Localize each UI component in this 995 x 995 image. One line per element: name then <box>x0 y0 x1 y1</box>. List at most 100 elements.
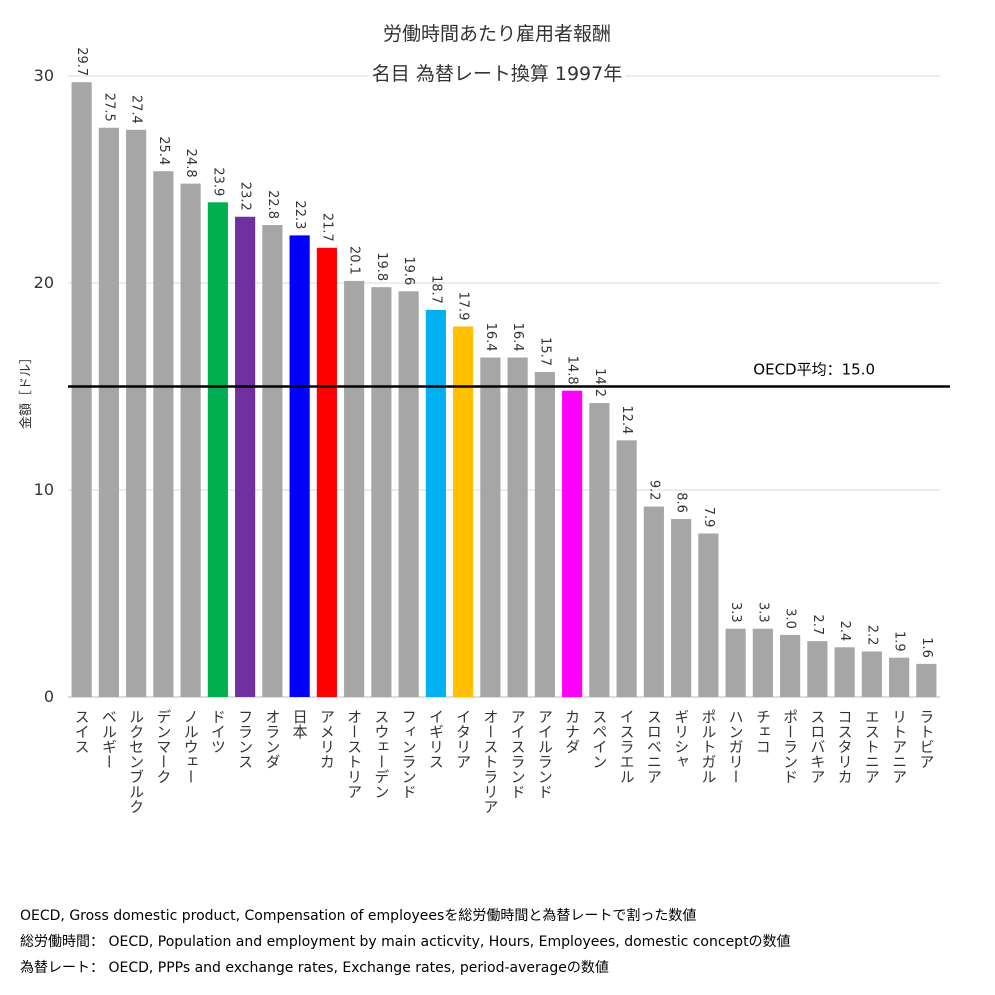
x-tick-label: ギリシャ <box>672 709 690 769</box>
bar <box>316 247 337 697</box>
bar <box>616 440 637 697</box>
x-tick-label: イスラエル <box>618 709 636 784</box>
x-tick-label: ポーランド <box>781 709 799 784</box>
bar <box>698 533 719 697</box>
y-tick-label: 30 <box>34 66 54 85</box>
value-label: 1.9 <box>892 631 907 652</box>
bar <box>126 129 147 697</box>
value-label: 14.8 <box>565 356 580 385</box>
x-tick-label: リトアニア <box>890 709 908 784</box>
value-label: 25.4 <box>156 136 171 165</box>
value-label: 27.4 <box>129 95 144 124</box>
x-tick-label: アイスランド <box>509 709 527 799</box>
value-label: 14.2 <box>592 368 607 397</box>
x-tick-label: ルクセンブルク <box>127 709 145 814</box>
bar <box>153 171 174 698</box>
value-label: 3.0 <box>783 608 798 629</box>
chart-subtitle: 名目 為替レート換算 1997年 <box>372 63 622 85</box>
reference-label: OECD平均：15.0 <box>753 361 875 379</box>
note: 総労働時間： OECD, Population and employment b… <box>20 934 791 950</box>
bar <box>398 291 419 697</box>
value-label: 7.9 <box>701 507 716 528</box>
x-tick-label: スペイン <box>590 709 608 769</box>
bar <box>262 225 283 698</box>
x-tick-label: オランダ <box>263 709 281 769</box>
x-tick-label: 日本 <box>291 709 309 739</box>
y-tick-label: 10 <box>34 480 54 499</box>
value-label: 3.3 <box>755 602 770 623</box>
value-label: 19.6 <box>401 256 416 285</box>
bar <box>861 651 882 697</box>
bar <box>344 280 365 697</box>
value-label: 9.2 <box>646 480 661 501</box>
value-label: 16.4 <box>510 323 525 352</box>
y-tick-label: 20 <box>34 273 54 292</box>
bar <box>207 202 228 697</box>
value-label: 23.9 <box>210 167 225 196</box>
value-label: 2.2 <box>864 625 879 646</box>
x-tick-label: ベルギー <box>100 709 118 769</box>
bar <box>780 634 801 697</box>
y-axis-label: 金額［ドル］ <box>18 351 34 429</box>
bar <box>725 628 746 697</box>
bar <box>98 127 119 697</box>
x-tick-label: オーストリア <box>345 709 363 799</box>
x-tick-label: オーストラリア <box>481 709 499 814</box>
value-label: 21.7 <box>319 213 334 242</box>
bar <box>589 403 610 697</box>
value-label: 17.9 <box>456 292 471 321</box>
value-label: 18.7 <box>428 275 443 304</box>
bar <box>453 326 474 697</box>
bar <box>752 628 773 697</box>
value-label: 2.4 <box>837 621 852 642</box>
x-tick-label: スイス <box>73 709 91 754</box>
x-tick-label: イタリア <box>454 709 472 769</box>
x-tick-label: ノルウェー <box>182 709 200 784</box>
bar <box>562 390 583 697</box>
bar <box>235 216 256 697</box>
x-tick-label: エストニア <box>863 709 881 784</box>
value-label: 12.4 <box>619 405 634 434</box>
value-label: 8.6 <box>674 492 689 513</box>
bar <box>807 641 828 697</box>
chart-title: 労働時間あたり雇用者報酬 <box>383 23 611 45</box>
note: OECD, Gross domestic product, Compensati… <box>20 907 696 924</box>
value-label: 16.4 <box>483 323 498 352</box>
bar <box>643 506 664 697</box>
value-label: 15.7 <box>537 337 552 366</box>
x-tick-label: フィンランド <box>400 709 418 799</box>
bar <box>507 357 528 697</box>
value-label: 24.8 <box>183 149 198 178</box>
y-tick-label: 0 <box>44 687 54 706</box>
bar <box>916 663 937 697</box>
value-label: 1.6 <box>919 637 934 658</box>
x-tick-label: ドイツ <box>209 709 227 754</box>
x-tick-label: カナダ <box>563 709 581 754</box>
bar <box>425 309 446 697</box>
value-label: 27.5 <box>101 93 116 122</box>
bar <box>180 183 201 697</box>
bar <box>671 518 692 697</box>
value-label: 2.7 <box>810 614 825 635</box>
x-tick-label: フランス <box>236 709 254 769</box>
bar <box>71 82 92 697</box>
value-label: 29.7 <box>74 47 89 76</box>
x-tick-label: アメリカ <box>318 709 336 769</box>
x-tick-label: アイルランド <box>536 709 554 799</box>
x-tick-label: ラトビア <box>917 709 935 769</box>
x-tick-label: デンマーク <box>154 709 172 784</box>
x-tick-label: ポルトガル <box>699 709 717 784</box>
x-tick-label: スロバキア <box>808 709 826 784</box>
x-tick-label: ハンガリー <box>727 709 745 784</box>
bar <box>371 287 392 697</box>
bar <box>534 372 555 697</box>
value-label: 3.3 <box>728 602 743 623</box>
value-label: 22.8 <box>265 190 280 219</box>
x-tick-label: スロベニア <box>645 709 663 784</box>
value-label: 19.8 <box>374 252 389 281</box>
bar <box>480 357 501 697</box>
x-tick-label: スウェーデン <box>372 709 390 799</box>
x-tick-label: チェコ <box>754 709 772 754</box>
note: 為替レート： OECD, PPPs and exchange rates, Ex… <box>20 960 609 976</box>
